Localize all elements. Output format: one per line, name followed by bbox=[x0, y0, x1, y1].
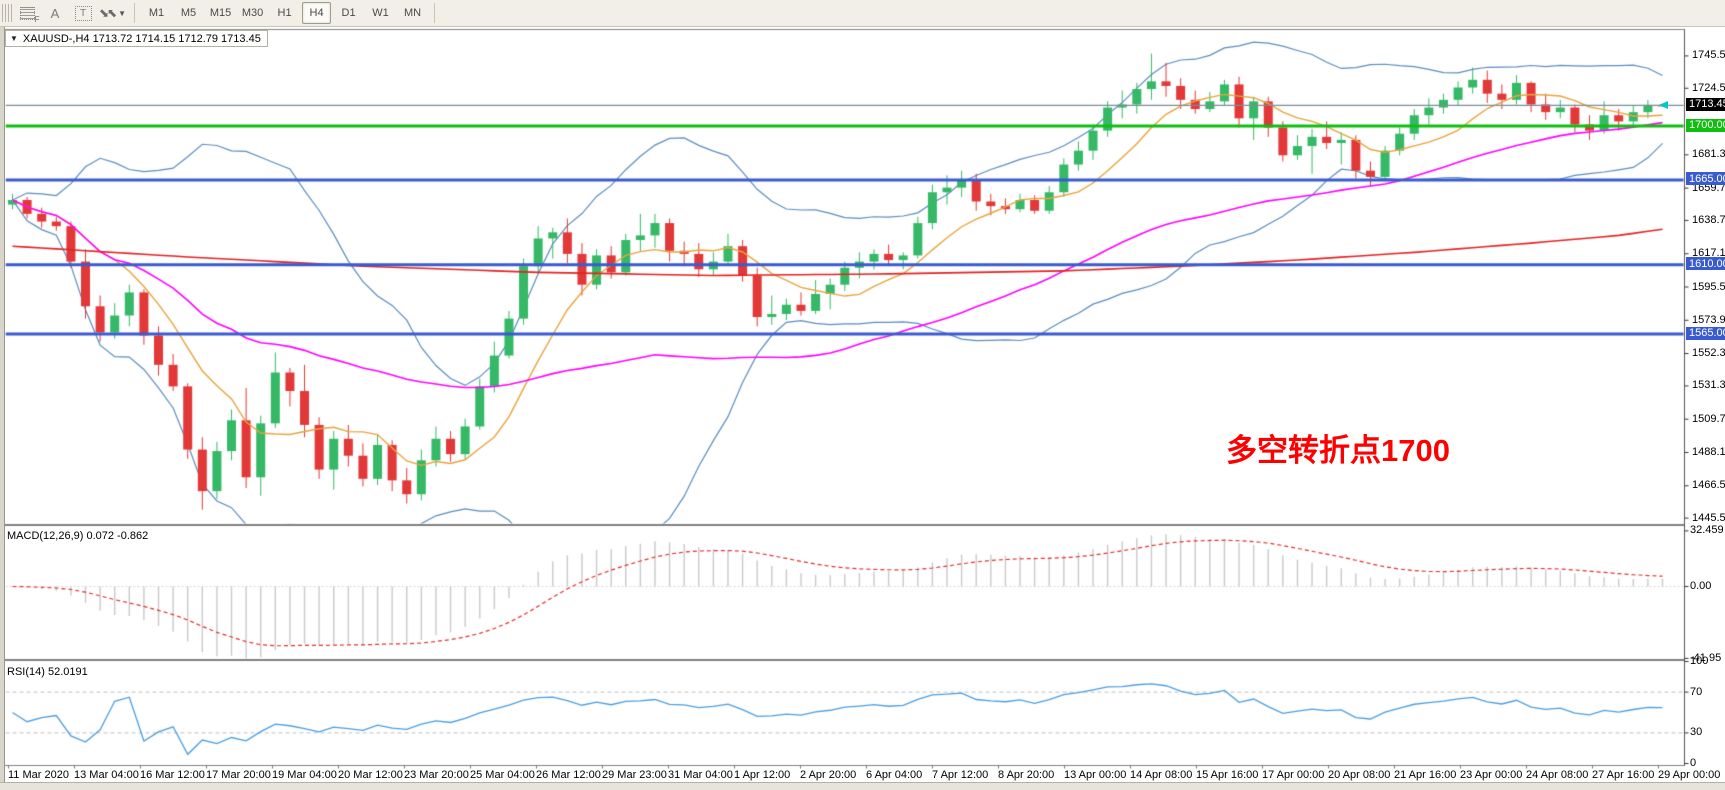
time-axis-label[interactable]: 14 Apr 08:00 bbox=[1130, 769, 1193, 781]
chart-window: ▼ XAUUSD-,H4 1713.72 1714.15 1712.79 171… bbox=[0, 27, 1725, 790]
price-axis-tick[interactable]: 1724.50 bbox=[1692, 81, 1725, 94]
price-axis-tick[interactable]: 1745.50 bbox=[1692, 49, 1725, 62]
time-axis-label[interactable]: 19 Mar 04:00 bbox=[272, 769, 337, 781]
timeframe-button-w1[interactable]: W1 bbox=[372, 7, 389, 19]
macd-axis-tick[interactable]: 32.459 bbox=[1690, 524, 1724, 537]
chart-title-box[interactable]: ▼ XAUUSD-,H4 1713.72 1714.15 1712.79 171… bbox=[5, 30, 268, 47]
price-axis-tick[interactable]: 1466.50 bbox=[1692, 479, 1725, 492]
time-axis-label[interactable]: 27 Apr 16:00 bbox=[1592, 769, 1655, 781]
timeframe-button-mn[interactable]: MN bbox=[403, 7, 422, 19]
chart-title: XAUUSD-,H4 1713.72 1714.15 1712.79 1713.… bbox=[22, 32, 261, 45]
timeframe-button-h4[interactable]: H4 bbox=[302, 2, 332, 24]
hline-price-tag[interactable]: 1565.00 bbox=[1686, 326, 1725, 340]
arrows-tool-button[interactable]: ⬊⬉ ▼ bbox=[98, 2, 127, 25]
macd-label: MACD(12,26,9) 0.072 -0.862 bbox=[7, 530, 149, 542]
timeframe-button-m5[interactable]: M5 bbox=[180, 7, 197, 19]
arrows-icon: ⬊⬉ bbox=[99, 6, 117, 20]
time-axis-label[interactable]: 29 Apr 00:00 bbox=[1658, 769, 1721, 781]
price-axis-tick[interactable]: 1531.30 bbox=[1692, 379, 1725, 392]
text-box-tool-button[interactable]: T bbox=[70, 2, 96, 25]
rsi-axis-tick[interactable]: 30 bbox=[1690, 726, 1703, 739]
rsi-axis-tick[interactable]: 100 bbox=[1690, 655, 1709, 667]
time-axis-label[interactable]: 17 Mar 20:00 bbox=[206, 769, 271, 781]
hline-price-tag[interactable]: 1610.00 bbox=[1686, 257, 1725, 271]
time-axis-label[interactable]: 21 Apr 16:00 bbox=[1394, 769, 1457, 781]
timeframe-button-d1[interactable]: D1 bbox=[341, 7, 356, 19]
price-chart-canvas[interactable] bbox=[0, 27, 1725, 789]
current-price-tag[interactable]: 1713.45 bbox=[1686, 97, 1725, 111]
time-axis-label[interactable]: 17 Apr 00:00 bbox=[1262, 769, 1325, 781]
time-axis-label[interactable]: 26 Mar 12:00 bbox=[536, 769, 601, 781]
time-axis-label[interactable]: 20 Mar 12:00 bbox=[338, 769, 403, 781]
toolbar-separator bbox=[434, 3, 436, 23]
price-axis-tick[interactable]: 1573.90 bbox=[1692, 313, 1725, 326]
timeframe-button-m15[interactable]: M15 bbox=[209, 7, 232, 19]
time-axis-label[interactable]: 23 Mar 20:00 bbox=[404, 769, 469, 781]
dotted-grid-tool-button[interactable]: F bbox=[14, 2, 40, 25]
time-axis-label[interactable]: 24 Apr 08:00 bbox=[1526, 769, 1589, 781]
rsi-axis-tick[interactable]: 70 bbox=[1690, 685, 1703, 698]
rsi-axis-tick[interactable]: 0 bbox=[1690, 757, 1697, 769]
timeframe-button-m30[interactable]: M30 bbox=[241, 7, 264, 19]
time-axis-label[interactable]: 15 Apr 16:00 bbox=[1196, 769, 1259, 781]
text-box-icon: T bbox=[74, 5, 92, 21]
time-axis-label[interactable]: 31 Mar 04:00 bbox=[668, 769, 733, 781]
macd-axis-tick[interactable]: -41.95 bbox=[1690, 651, 1722, 664]
time-axis-label[interactable]: 2 Apr 20:00 bbox=[800, 769, 857, 781]
collapse-triangle-icon[interactable]: ▼ bbox=[10, 34, 18, 43]
price-axis-tick[interactable]: 1681.30 bbox=[1692, 148, 1725, 161]
chart-annotation-text: 多空转折点1700 bbox=[1226, 433, 1450, 468]
time-axis-label[interactable]: 6 Apr 04:00 bbox=[866, 769, 923, 781]
macd-axis-tick[interactable]: 0.00 bbox=[1690, 580, 1712, 592]
time-axis-label[interactable]: 16 Mar 12:00 bbox=[140, 769, 205, 781]
rsi-label: RSI(14) 52.0191 bbox=[7, 666, 88, 678]
price-axis-tick[interactable]: 1638.70 bbox=[1692, 213, 1725, 226]
toolbar-drag-handle[interactable] bbox=[2, 4, 12, 22]
timeframe-button-h1[interactable]: H1 bbox=[277, 7, 292, 19]
time-axis-label[interactable]: 11 Mar 2020 bbox=[8, 769, 69, 781]
time-axis-label[interactable]: 1 Apr 12:00 bbox=[734, 769, 791, 781]
price-axis-tick[interactable]: 1595.50 bbox=[1692, 280, 1725, 293]
timeframe-group: M1 M5 M15 M30 H1 H4 D1 W1 MN bbox=[142, 2, 427, 24]
time-axis-label[interactable]: 7 Apr 12:00 bbox=[932, 769, 989, 781]
price-axis-tick[interactable]: 1509.70 bbox=[1692, 412, 1725, 425]
price-axis-tick[interactable]: 1552.30 bbox=[1692, 347, 1725, 360]
time-axis-label[interactable]: 25 Mar 04:00 bbox=[470, 769, 535, 781]
time-axis-label[interactable]: 8 Apr 20:00 bbox=[998, 769, 1055, 781]
price-axis-tick[interactable]: 1617.10 bbox=[1692, 247, 1725, 260]
time-axis-label[interactable]: 13 Mar 04:00 bbox=[74, 769, 139, 781]
time-axis-label[interactable]: 23 Apr 00:00 bbox=[1460, 769, 1523, 781]
dropdown-caret-icon[interactable]: ▼ bbox=[118, 8, 127, 18]
time-axis-label[interactable]: 29 Mar 23:00 bbox=[602, 769, 667, 781]
time-axis-label[interactable]: 20 Apr 08:00 bbox=[1328, 769, 1391, 781]
timeframe-button-m1[interactable]: M1 bbox=[148, 7, 165, 19]
window-bottom-edge bbox=[0, 782, 1725, 790]
dotted-grid-icon: F bbox=[19, 6, 40, 24]
hline-price-tag[interactable]: 1700.00 bbox=[1686, 118, 1725, 132]
text-label-tool-button[interactable]: A bbox=[42, 2, 68, 25]
window-left-edge bbox=[0, 27, 5, 789]
price-axis-tick[interactable]: 1488.10 bbox=[1692, 445, 1725, 458]
toolbar: F A T ⬊⬉ ▼ M1 M5 M15 M30 H1 H4 D1 W1 MN bbox=[0, 0, 1725, 27]
price-axis-tick[interactable]: 1445.50 bbox=[1692, 511, 1725, 524]
hline-price-tag[interactable]: 1665.00 bbox=[1686, 172, 1725, 186]
time-axis-label[interactable]: 13 Apr 00:00 bbox=[1064, 769, 1127, 781]
toolbar-separator bbox=[134, 3, 136, 23]
text-label-icon: A bbox=[50, 5, 60, 21]
current-price-arrow-icon bbox=[1659, 101, 1668, 109]
